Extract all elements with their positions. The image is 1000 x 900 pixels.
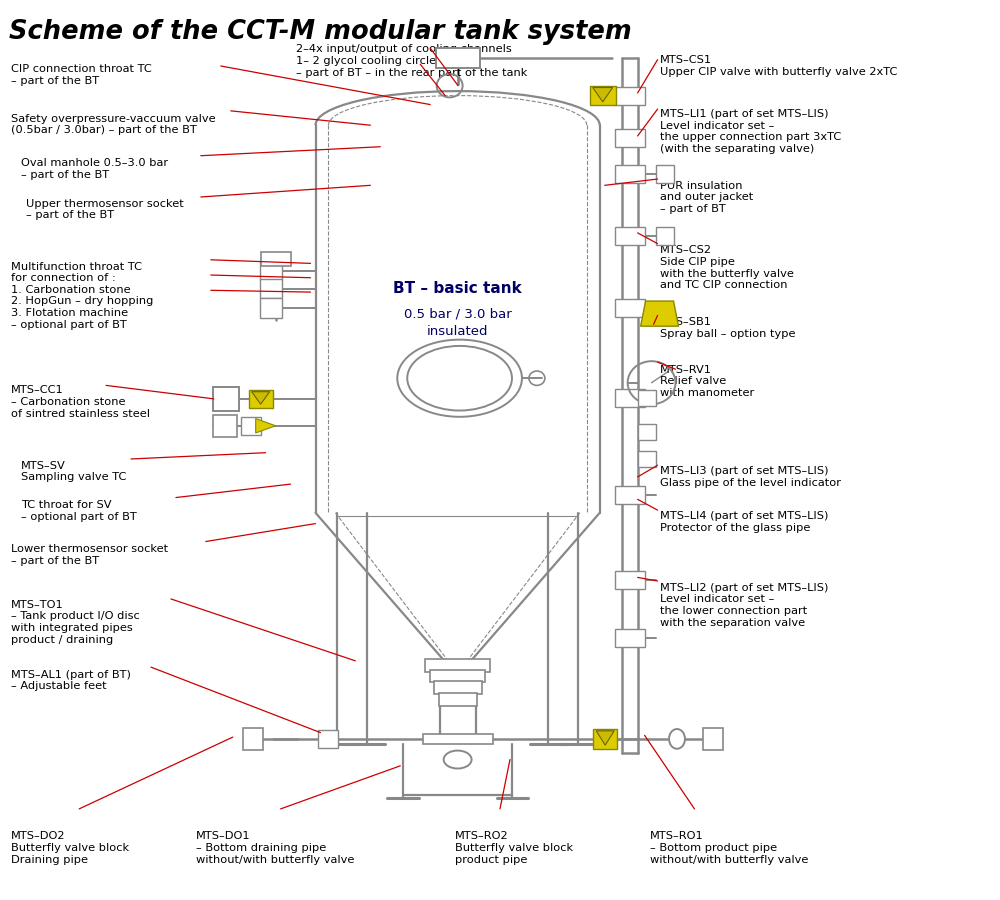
Text: CIP connection throat TC
– part of the BT: CIP connection throat TC – part of the B…	[11, 64, 152, 86]
Text: MTS–TO1
– Tank product I/O disc
with integrated pipes
product / draining: MTS–TO1 – Tank product I/O disc with int…	[11, 599, 140, 644]
Text: MTS–RO2
Butterfly valve block
product pipe: MTS–RO2 Butterfly valve block product pi…	[455, 832, 573, 865]
FancyBboxPatch shape	[615, 629, 645, 647]
FancyBboxPatch shape	[656, 228, 674, 246]
FancyBboxPatch shape	[615, 389, 645, 407]
FancyBboxPatch shape	[434, 681, 482, 694]
FancyBboxPatch shape	[615, 86, 645, 104]
FancyBboxPatch shape	[638, 451, 656, 467]
Text: 2–4x input/output of cooling channels
1– 2 glycol cooling circles
– part of BT –: 2–4x input/output of cooling channels 1–…	[296, 44, 527, 77]
FancyBboxPatch shape	[261, 252, 291, 266]
Text: insulated: insulated	[427, 325, 488, 338]
Text: Upper thermosensor socket
– part of the BT: Upper thermosensor socket – part of the …	[26, 199, 184, 220]
Polygon shape	[641, 302, 679, 326]
FancyBboxPatch shape	[249, 390, 273, 408]
FancyBboxPatch shape	[638, 390, 656, 406]
FancyBboxPatch shape	[213, 387, 239, 410]
Text: MTS–CS2
Side CIP pipe
with the butterfly valve
and TC CIP connection: MTS–CS2 Side CIP pipe with the butterfly…	[660, 246, 793, 290]
FancyBboxPatch shape	[615, 300, 645, 317]
FancyBboxPatch shape	[615, 572, 645, 590]
FancyBboxPatch shape	[615, 129, 645, 147]
Text: MTS–AL1 (part of BT)
– Adjustable feet: MTS–AL1 (part of BT) – Adjustable feet	[11, 670, 131, 691]
FancyBboxPatch shape	[430, 670, 485, 682]
Text: TC throat for SV
– optional part of BT: TC throat for SV – optional part of BT	[21, 500, 137, 522]
Text: Scheme of the CCT-M modular tank system: Scheme of the CCT-M modular tank system	[9, 19, 632, 45]
Text: MTS–DO2
Butterfly valve block
Draining pipe: MTS–DO2 Butterfly valve block Draining p…	[11, 832, 129, 865]
Text: 0.5 bar / 3.0 bar: 0.5 bar / 3.0 bar	[404, 307, 511, 320]
Text: MTS–LI1 (part of set MTS–LIS)
Level indicator set –
the upper connection part 3x: MTS–LI1 (part of set MTS–LIS) Level indi…	[660, 109, 841, 154]
FancyBboxPatch shape	[243, 728, 263, 750]
Text: MTS–RV1
Relief valve
with manometer: MTS–RV1 Relief valve with manometer	[660, 364, 754, 398]
Text: BT – basic tank: BT – basic tank	[393, 281, 522, 296]
FancyBboxPatch shape	[656, 165, 674, 183]
FancyBboxPatch shape	[318, 730, 338, 748]
FancyBboxPatch shape	[260, 299, 282, 318]
FancyBboxPatch shape	[615, 486, 645, 504]
Text: MTS–SV
Sampling valve TC: MTS–SV Sampling valve TC	[21, 461, 127, 482]
Text: MTS–LI2 (part of set MTS–LIS)
Level indicator set –
the lower connection part
wi: MTS–LI2 (part of set MTS–LIS) Level indi…	[660, 583, 828, 627]
FancyBboxPatch shape	[439, 693, 477, 706]
FancyBboxPatch shape	[638, 424, 656, 440]
Text: MTS–DO1
– Bottom draining pipe
without/with butterfly valve: MTS–DO1 – Bottom draining pipe without/w…	[196, 832, 354, 865]
Text: Multifunction throat TC
for connection of :
1. Carbonation stone
2. HopGun – dry: Multifunction throat TC for connection o…	[11, 262, 154, 329]
FancyBboxPatch shape	[615, 228, 645, 246]
FancyBboxPatch shape	[260, 279, 282, 299]
Text: Safety overpressure-vaccuum valve
(0.5bar / 3.0bar) – part of the BT: Safety overpressure-vaccuum valve (0.5ba…	[11, 113, 216, 135]
FancyBboxPatch shape	[260, 261, 282, 281]
FancyBboxPatch shape	[703, 728, 723, 750]
Text: Oval manhole 0.5–3.0 bar
– part of the BT: Oval manhole 0.5–3.0 bar – part of the B…	[21, 158, 168, 180]
FancyBboxPatch shape	[593, 729, 617, 749]
Text: MTS–RO1
– Bottom product pipe
without/with butterfly valve: MTS–RO1 – Bottom product pipe without/wi…	[650, 832, 808, 865]
Polygon shape	[593, 87, 613, 102]
FancyBboxPatch shape	[423, 734, 493, 744]
FancyBboxPatch shape	[436, 48, 480, 68]
Text: MTS–SB1
Spray ball – option type: MTS–SB1 Spray ball – option type	[660, 317, 795, 338]
Polygon shape	[596, 731, 614, 745]
FancyBboxPatch shape	[241, 417, 261, 435]
Text: MTS–LI4 (part of set MTS–LIS)
Protector of the glass pipe: MTS–LI4 (part of set MTS–LIS) Protector …	[660, 511, 828, 533]
FancyBboxPatch shape	[590, 86, 616, 105]
Polygon shape	[256, 418, 276, 433]
Text: MTS–CC1
– Carbonation stone
of sintred stainless steel: MTS–CC1 – Carbonation stone of sintred s…	[11, 385, 150, 418]
FancyBboxPatch shape	[425, 659, 490, 671]
Text: MTS–LI3 (part of set MTS–LIS)
Glass pipe of the level indicator: MTS–LI3 (part of set MTS–LIS) Glass pipe…	[660, 466, 841, 488]
FancyBboxPatch shape	[213, 415, 237, 436]
Text: Lower thermosensor socket
– part of the BT: Lower thermosensor socket – part of the …	[11, 544, 168, 566]
FancyBboxPatch shape	[615, 165, 645, 183]
Polygon shape	[252, 392, 270, 404]
Text: MTS–CS1
Upper CIP valve with butterfly valve 2xTC: MTS–CS1 Upper CIP valve with butterfly v…	[660, 55, 897, 76]
Text: PUR insulation
and outer jacket
– part of BT: PUR insulation and outer jacket – part o…	[660, 181, 753, 214]
